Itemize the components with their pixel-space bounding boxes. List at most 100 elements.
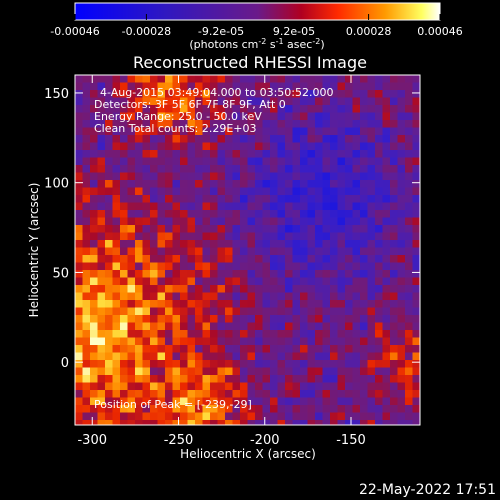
heatmap-pixel [82, 345, 91, 354]
heatmap-pixel [382, 120, 391, 129]
heatmap-pixel [142, 277, 151, 286]
heatmap-pixel [337, 360, 346, 369]
heatmap-pixel [382, 97, 391, 106]
heatmap-pixel [337, 397, 346, 406]
heatmap-pixel [330, 105, 339, 114]
heatmap-pixel [262, 247, 271, 256]
heatmap-pixel [187, 255, 196, 264]
heatmap-pixel [405, 127, 414, 136]
heatmap-pixel [240, 315, 249, 324]
heatmap-pixel [405, 82, 414, 91]
heatmap-pixel [315, 292, 324, 301]
heatmap-pixel [150, 232, 159, 241]
heatmap-pixel [187, 397, 196, 406]
heatmap-pixel [112, 157, 121, 166]
heatmap-pixel [315, 217, 324, 226]
heatmap-pixel [277, 397, 286, 406]
heatmap-pixel [202, 255, 211, 264]
heatmap-pixel [315, 210, 324, 219]
heatmap-pixel [300, 105, 309, 114]
heatmap-pixel [382, 135, 391, 144]
heatmap-pixel [195, 330, 204, 339]
heatmap-pixel [367, 232, 376, 241]
heatmap-pixel [360, 292, 369, 301]
heatmap-pixel [210, 142, 219, 151]
heatmap-pixel [210, 382, 219, 391]
heatmap-pixel [202, 225, 211, 234]
heatmap-pixel [165, 82, 174, 91]
heatmap-pixel [262, 240, 271, 249]
heatmap-pixel [157, 397, 166, 406]
heatmap-pixel [180, 292, 189, 301]
heatmap-pixel [277, 232, 286, 241]
heatmap-pixel [105, 142, 114, 151]
heatmap-pixel [277, 420, 286, 425]
heatmap-pixel [112, 390, 121, 399]
heatmap-pixel [157, 225, 166, 234]
heatmap-pixel [82, 75, 91, 84]
heatmap-pixel [352, 195, 361, 204]
heatmap-pixel [112, 375, 121, 384]
heatmap-pixel [292, 337, 301, 346]
heatmap-pixel [135, 300, 144, 309]
heatmap-pixel [187, 322, 196, 331]
heatmap-pixel [367, 142, 376, 151]
heatmap-pixel [292, 157, 301, 166]
heatmap-pixel [225, 337, 234, 346]
heatmap-pixel [105, 420, 114, 425]
heatmap-pixel [337, 315, 346, 324]
heatmap-pixel [97, 337, 106, 346]
heatmap-pixel [390, 112, 399, 121]
heatmap-pixel [165, 165, 174, 174]
heatmap-pixel [337, 352, 346, 361]
heatmap-pixel [105, 345, 114, 354]
heatmap-pixel [150, 240, 159, 249]
heatmap-pixel [187, 112, 196, 121]
heatmap-pixel [307, 390, 316, 399]
heatmap-pixel [412, 337, 420, 346]
heatmap-pixel [337, 97, 346, 106]
heatmap-pixel [390, 322, 399, 331]
heatmap-pixel [150, 210, 159, 219]
heatmap-pixel [330, 292, 339, 301]
heatmap-pixel [397, 367, 406, 376]
heatmap-pixel [345, 285, 354, 294]
heatmap-pixel [322, 180, 331, 189]
heatmap-pixel [382, 240, 391, 249]
heatmap-pixel [210, 210, 219, 219]
heatmap-pixel [157, 195, 166, 204]
heatmap-pixel [75, 337, 84, 346]
heatmap-pixel [337, 172, 346, 181]
heatmap-pixel [412, 180, 420, 189]
heatmap-pixel [375, 97, 384, 106]
heatmap-pixel [307, 172, 316, 181]
heatmap-pixel [172, 127, 181, 136]
heatmap-pixel [210, 202, 219, 211]
heatmap-pixel [337, 255, 346, 264]
heatmap-pixel [232, 330, 241, 339]
heatmap-pixel [270, 285, 279, 294]
heatmap-pixel [240, 255, 249, 264]
heatmap-pixel [382, 150, 391, 159]
heatmap-pixel [82, 165, 91, 174]
heatmap-pixel [352, 112, 361, 121]
heatmap-pixel [270, 202, 279, 211]
heatmap-pixel [82, 360, 91, 369]
heatmap-pixel [375, 202, 384, 211]
heatmap-pixel [217, 210, 226, 219]
heatmap-pixel [180, 82, 189, 91]
heatmap-pixel [240, 277, 249, 286]
heatmap-pixel [367, 292, 376, 301]
heatmap-pixel [375, 352, 384, 361]
heatmap-pixel [277, 240, 286, 249]
heatmap-pixel [300, 285, 309, 294]
heatmap-pixel [277, 120, 286, 129]
heatmap-pixel [352, 202, 361, 211]
heatmap-pixel [127, 390, 136, 399]
heatmap-pixel [382, 225, 391, 234]
heatmap-pixel [375, 210, 384, 219]
heatmap-pixel [165, 135, 174, 144]
heatmap-pixel [300, 150, 309, 159]
heatmap-pixel [412, 330, 420, 339]
heatmap-pixel [405, 172, 414, 181]
